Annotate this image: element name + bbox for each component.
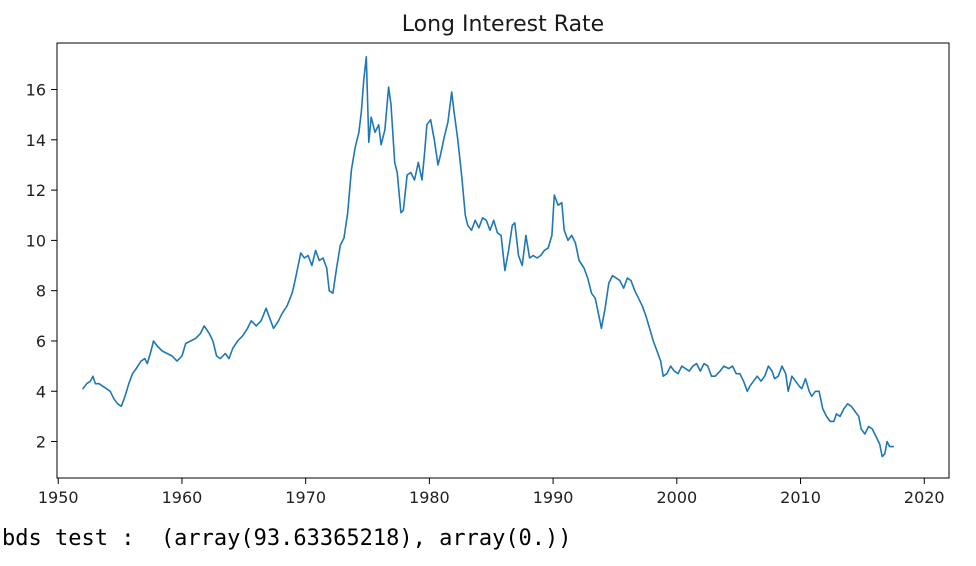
console-output: bds test : (array(93.63365218), array(0.… (2, 526, 572, 551)
x-tick-label: 1990 (533, 488, 574, 507)
x-tick-label: 2000 (656, 488, 697, 507)
y-tick-label: 14 (26, 131, 46, 150)
y-tick-label: 6 (36, 332, 46, 351)
x-tick-label: 1950 (38, 488, 79, 507)
chart-title: Long Interest Rate (402, 12, 604, 37)
x-tick-label: 2010 (780, 488, 821, 507)
x-tick-label: 1960 (162, 488, 203, 507)
series-line (82, 56, 895, 458)
line-chart: Long Interest Rate 1950 1960 1970 1980 1990 2… (26, 12, 950, 507)
y-tick-label: 12 (26, 181, 46, 200)
plot-frame (56, 42, 950, 479)
x-tick-label: 1980 (409, 488, 450, 507)
x-tick-label: 2020 (904, 488, 945, 507)
y-tick-label: 2 (36, 433, 46, 452)
x-tick-label: 1970 (285, 488, 326, 507)
y-tick-label: 16 (26, 81, 46, 100)
y-tick-label: 10 (26, 231, 46, 250)
y-tick-label: 8 (36, 282, 46, 301)
y-tick-label: 4 (36, 382, 46, 401)
x-axis: 1950 1960 1970 1980 1990 2000 2010 2020 (38, 478, 945, 507)
y-axis: 2 4 6 8 10 12 14 16 (26, 81, 57, 452)
